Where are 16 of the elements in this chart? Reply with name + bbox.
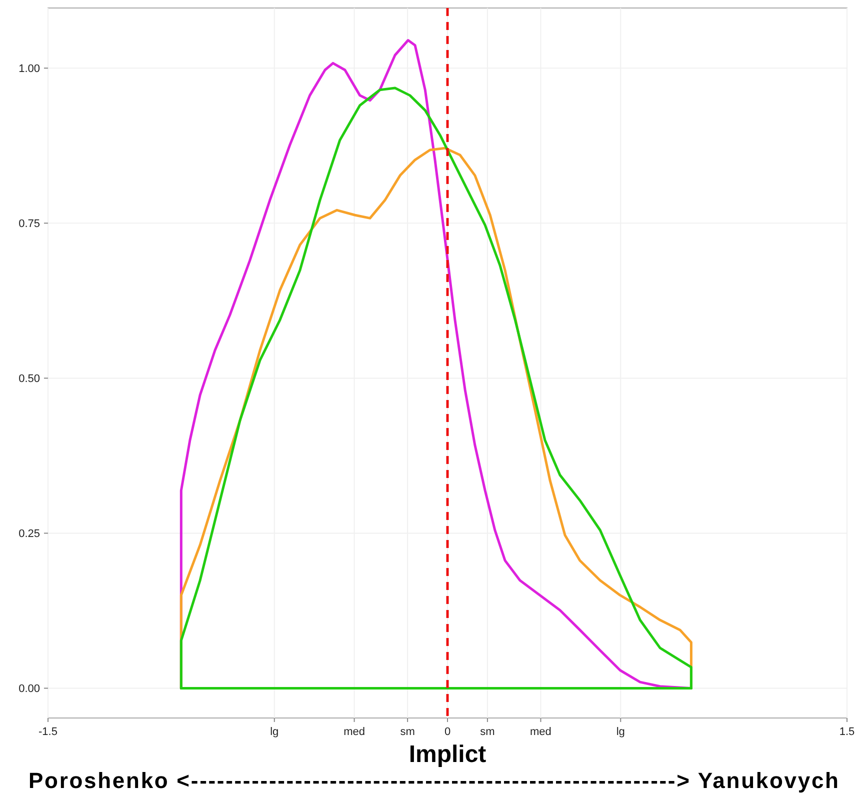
x-tick-label: -1.5	[38, 726, 58, 738]
x-tick-label: 0	[444, 726, 451, 738]
y-tick-label: 0.75	[18, 218, 40, 230]
text: Poroshenko <--------------------------------------------------------> Yanukovych	[28, 768, 838, 793]
x-tick-label: sm	[400, 726, 415, 738]
x-tick-label: 1.5	[839, 726, 855, 738]
y-tick-label: 0.50	[18, 373, 40, 386]
y-tick-label: 0.25	[18, 528, 40, 540]
x-tick-label: med	[344, 726, 365, 738]
y-tick-label: 1.00	[18, 63, 40, 76]
x-tick-label: lg	[270, 726, 279, 738]
x-tick-label: sm	[480, 726, 495, 738]
y-tick-label: 0.00	[18, 683, 40, 696]
x-axis-title: Implict	[408, 741, 486, 768]
x-tick-label: lg	[616, 726, 625, 738]
x-tick-label: med	[530, 726, 552, 738]
